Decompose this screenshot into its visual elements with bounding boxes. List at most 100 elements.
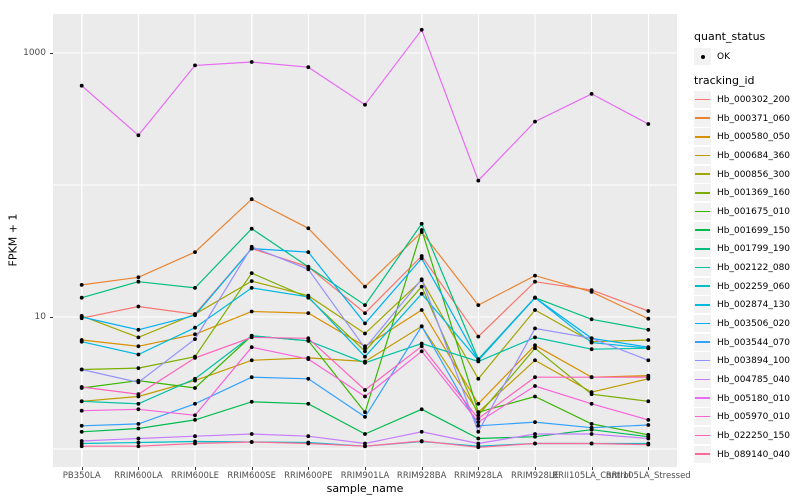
data-point	[419, 349, 424, 354]
data-point	[249, 286, 254, 290]
legend-item: Hb_005180_010	[694, 389, 800, 407]
data-point	[136, 275, 141, 280]
data-point	[476, 178, 481, 183]
legend-item: Hb_005970_010	[694, 408, 800, 426]
legend-key	[694, 258, 711, 276]
legend-item-label: Hb_089140_040	[717, 449, 791, 460]
data-point	[646, 423, 651, 427]
legend-item-label: Hb_002122_080	[717, 262, 791, 273]
legend-key	[694, 314, 711, 332]
data-point	[79, 283, 84, 287]
legend-item: Hb_003506_020	[694, 314, 800, 332]
data-point	[79, 439, 84, 443]
data-point	[419, 439, 424, 443]
data-point	[533, 394, 537, 399]
data-point	[476, 413, 481, 418]
data-point	[136, 422, 141, 426]
x-tick-label: RRIM600PE	[284, 471, 333, 481]
data-point	[363, 441, 367, 446]
legend-line-icon	[695, 378, 710, 381]
data-point	[79, 444, 84, 449]
legend-line-icon	[695, 117, 710, 119]
data-point	[589, 422, 594, 426]
data-point	[363, 360, 367, 365]
x-tick-mark	[591, 467, 593, 470]
x-tick-mark	[478, 467, 480, 470]
x-tick-mark	[535, 467, 536, 470]
data-point	[646, 327, 651, 332]
legend-line-icon	[695, 434, 710, 437]
data-point	[589, 441, 594, 446]
data-point	[306, 250, 311, 255]
data-point	[79, 83, 84, 88]
data-point	[646, 436, 651, 441]
legend-item: Hb_003544_070	[694, 333, 800, 351]
data-point	[136, 401, 141, 406]
legend-line-icon	[695, 247, 710, 250]
legend-key	[694, 128, 711, 146]
data-point	[363, 388, 367, 392]
data-point	[363, 410, 367, 415]
x-tick-mark	[308, 467, 310, 470]
data-point	[79, 408, 84, 413]
x-tick-label: RRIM928LA	[453, 471, 503, 481]
legend-item-label: Hb_003894_100	[717, 356, 791, 367]
legend-line-icon	[695, 322, 710, 325]
data-point	[193, 332, 197, 337]
data-point	[533, 343, 537, 348]
legend-key	[694, 408, 711, 426]
data-point	[306, 441, 311, 446]
data-point	[193, 401, 197, 406]
data-point	[363, 444, 367, 449]
legend-item-label: Hb_022250_150	[717, 430, 791, 441]
data-point	[363, 349, 367, 354]
data-point	[533, 420, 537, 424]
x-tick-mark	[365, 467, 366, 470]
point-marker-icon	[700, 54, 705, 59]
y-tick-mark	[50, 317, 53, 318]
data-point	[306, 267, 311, 272]
data-point	[589, 317, 594, 322]
data-point	[533, 432, 537, 436]
legend-key	[694, 165, 711, 183]
data-point	[363, 321, 367, 326]
data-point	[249, 244, 254, 249]
x-tick-label: RRIM600LA	[114, 471, 163, 481]
data-point	[533, 441, 537, 446]
data-point	[249, 432, 254, 436]
data-point	[419, 344, 424, 349]
data-point	[363, 415, 367, 419]
data-point	[136, 344, 141, 349]
data-point	[419, 284, 424, 289]
data-point	[193, 286, 197, 290]
legend-line-icon	[695, 135, 710, 138]
legend-key	[694, 147, 711, 164]
data-point	[533, 434, 537, 439]
data-point	[533, 346, 537, 351]
legend-item: Hb_022250_150	[694, 426, 800, 444]
legend-key	[694, 109, 711, 127]
legend-key	[694, 221, 711, 239]
data-point	[363, 311, 367, 315]
data-point	[193, 250, 197, 255]
data-point	[646, 345, 651, 350]
data-point	[533, 308, 537, 312]
legend-item-label: Hb_000371_060	[717, 113, 791, 124]
data-point	[249, 197, 254, 202]
data-point	[646, 338, 651, 342]
data-point	[79, 367, 84, 372]
data-point	[306, 401, 311, 406]
legend-item-label: OK	[717, 52, 730, 62]
data-point	[306, 434, 311, 439]
legend-line-icon	[695, 397, 710, 399]
legend-item-label: Hb_000856_300	[717, 169, 791, 180]
data-point	[476, 334, 481, 339]
data-point	[533, 119, 537, 124]
data-point	[193, 434, 197, 439]
data-point	[79, 315, 84, 319]
x-tick-label: PB350LA	[62, 471, 101, 481]
legend-line-icon	[695, 229, 710, 231]
data-point	[363, 354, 367, 359]
x-tick-label: RRIM901LA	[340, 471, 390, 481]
data-point	[79, 429, 84, 434]
